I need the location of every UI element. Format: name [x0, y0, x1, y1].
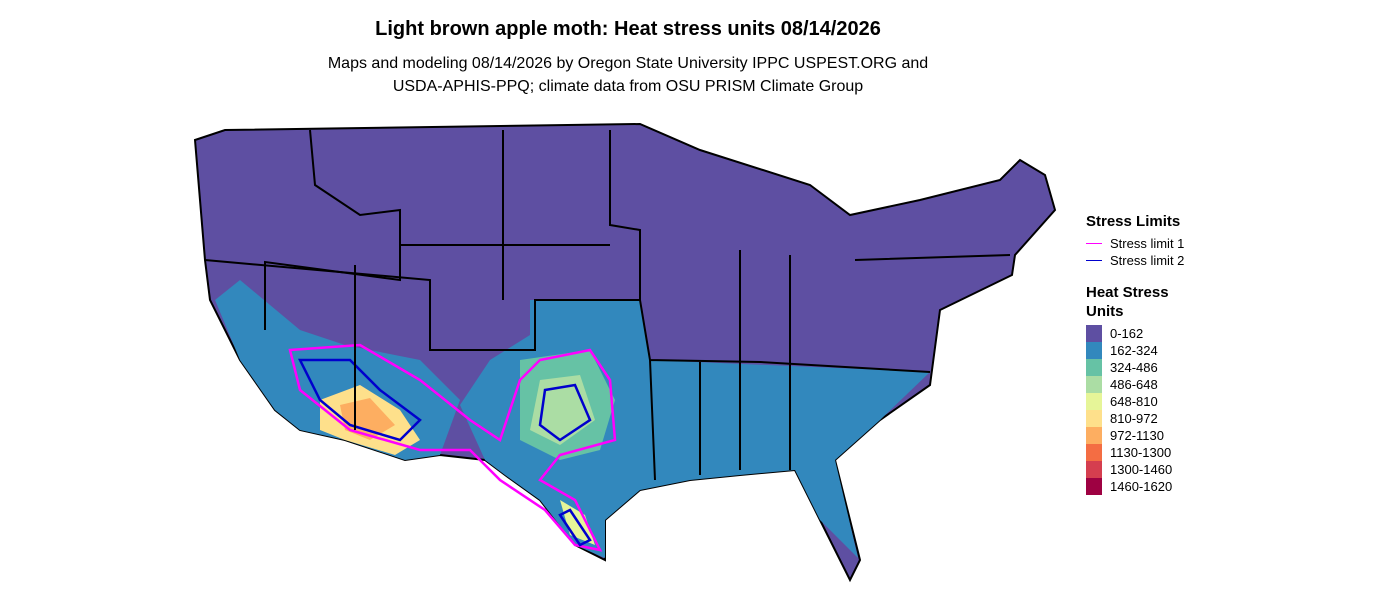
legend-item: 1300-1460 [1086, 461, 1196, 478]
legend-item: 1130-1300 [1086, 444, 1196, 461]
legend-key [1086, 260, 1102, 261]
legend-key [1086, 478, 1102, 495]
title: Light brown apple moth: Heat stress unit… [375, 18, 881, 40]
legend-label: 972-1130 [1110, 428, 1164, 443]
legend-item: 324-486 [1086, 359, 1196, 376]
subtitle: Maps and modeling 08/14/2026 by Oregon S… [327, 55, 929, 72]
legend-key [1086, 376, 1102, 393]
legend-label: 1130-1300 [1110, 445, 1172, 460]
legend-item: 648-810 [1086, 393, 1196, 410]
legend-item: Stress limit 2 [1086, 252, 1196, 269]
legend-label: Stress limit 2 [1110, 253, 1185, 268]
legend-key [1086, 393, 1102, 410]
legend-item: 810-972 [1086, 410, 1196, 427]
legend-label: 486-648 [1110, 377, 1158, 392]
legend-item: 972-1130 [1086, 427, 1196, 444]
legend-title: Stress Limits [1086, 213, 1181, 230]
legend-label: 324-486 [1110, 360, 1158, 375]
legend-label: Stress limit 1 [1110, 236, 1185, 251]
legend-key [1086, 444, 1102, 461]
legend-label: 1300-1460 [1110, 462, 1173, 477]
legend-item: 162-324 [1086, 342, 1196, 359]
limit [288, 343, 617, 552]
state-borders [204, 129, 1011, 481]
legend-item: 0-162 [1086, 325, 1196, 342]
legend-key [1086, 427, 1102, 444]
legend-key [1086, 325, 1102, 342]
legend-key [1086, 243, 1102, 244]
legend-label: 648-810 [1110, 394, 1158, 409]
legend-key [1086, 342, 1102, 359]
heat-legend: Heat Stress Units 0-162 162-324 324-486 486… [1086, 283, 1196, 495]
legend-label: 810-972 [1110, 411, 1158, 426]
legend-label: 162-324 [1110, 343, 1158, 358]
legend-key [1086, 359, 1102, 376]
stress-legend: Stress Limits Stress limit 1 Stress limit… [1086, 212, 1196, 269]
legend-key [1086, 410, 1102, 427]
legend-item: 486-648 [1086, 376, 1196, 393]
legend-label: 1460-1620 [1110, 479, 1173, 494]
subtitle: USDA-APHIS-PPQ; climate data from OSU PR… [392, 78, 864, 95]
legend-key [1086, 461, 1102, 478]
legend-title: Heat Stress Units [1086, 284, 1169, 320]
legend-label: 0-162 [1110, 326, 1144, 341]
region [340, 398, 395, 440]
legend-item: 1460-1620 [1086, 478, 1196, 495]
legend-item: Stress limit 1 [1086, 235, 1196, 252]
